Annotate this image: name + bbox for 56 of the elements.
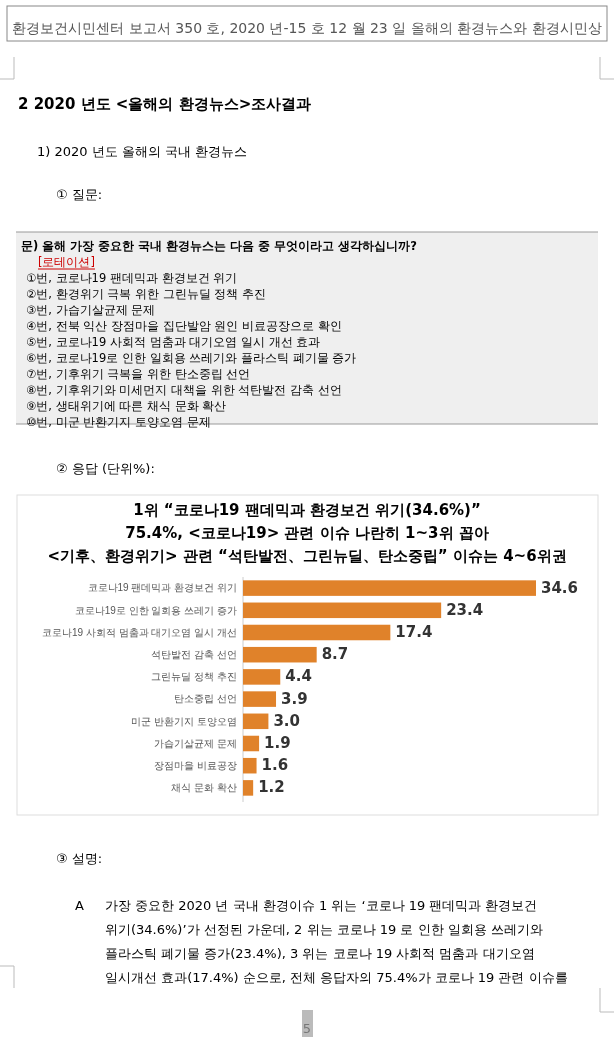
bar (243, 669, 281, 685)
text: 1) 2020 년도 올해의 국내 환경뉴스 (37, 143, 248, 159)
bar (243, 780, 254, 796)
y-tick-label: 미군 반환기지 토양오염 (131, 715, 237, 727)
text: ⑨번, 생태위기에 따른 채식 문화 확산 (26, 398, 227, 413)
text: A (75, 897, 84, 913)
text: 5 (302, 1020, 312, 1036)
bar (243, 602, 442, 619)
data-label: 1.2 (258, 778, 285, 797)
text: 일시개선 효과(17.4%) 순으로, 전체 응답자의 75.4%가 코로나 19 관련 이슈를 (105, 969, 568, 985)
data-label: 34.6 (541, 578, 579, 597)
text: 2 2020 년도 <올해의 환경뉴스>조사결과 (18, 94, 312, 113)
text: ② 응답 (단위%): (56, 460, 155, 476)
text: ⑦번, 기후위기 극복을 위한 탄소중립 선언 (26, 366, 251, 381)
bar (243, 713, 269, 730)
y-tick-label: 탄소중립 선언 (174, 693, 237, 705)
text: ⑤번, 코로나19 사회적 멈춤과 대기오염 일시 개선 효과 (26, 334, 321, 349)
bar (243, 624, 391, 641)
text: 가장 중요한 2020 년 국내 환경이슈 1 위는 ‘코로나 19 팬데믹과 환경보건 (105, 897, 538, 913)
y-tick-label: 채식 문화 확산 (171, 782, 237, 794)
y-tick-label: 그린뉴딜 정책 추진 (151, 671, 237, 683)
y-tick-label: 가습기살균제 문제 (154, 737, 237, 749)
chart-title: 1위 “코로나19 팬데믹과 환경보건 위기(34.6%)” (133, 500, 481, 519)
text: 문) 올해 가장 중요한 국내 환경뉴스는 다음 중 무엇이라고 생각하십니까? (21, 238, 417, 253)
data-label: 17.4 (395, 623, 433, 641)
bar (243, 735, 260, 752)
data-label: 23.4 (446, 600, 484, 619)
y-tick-label: 장점마을 비료공장 (154, 759, 237, 771)
data-label: 3.0 (273, 711, 300, 730)
text: ① 질문: (56, 186, 103, 202)
text: ⑧번, 기후위기와 미세먼지 대책을 위한 석탄발전 감축 선언 (26, 382, 342, 397)
text: ⑥번, 코로나19로 인한 일회용 쓰레기와 플라스틱 폐기물 증가 (26, 350, 357, 365)
bar (243, 646, 317, 663)
y-tick-label: 코로나19 팬데믹과 환경보건 위기 (87, 582, 237, 594)
data-label: 1.6 (261, 756, 289, 775)
y-tick-label: 코로나19 사회적 멈춤과 대기오염 일시 개선 (41, 626, 237, 638)
data-label: 4.4 (285, 667, 312, 686)
y-tick-label: 석탄발전 감축 선언 (151, 648, 237, 660)
text: ⑩번, 미군 반환기지 토양오염 문제 (26, 414, 211, 429)
bar (243, 580, 536, 596)
chart-subtitle: 75.4%, <코로나19> 관련 이슈 나란히 1~3위 꼽아 <기후、환경위기> 관련 “석탄발전、그린뉴딜、탄소중립” 이슈는 4~6위권 (47, 523, 567, 565)
text: ③번, 가습기살균제 문제 (26, 302, 156, 317)
data-label: 8.7 (321, 645, 349, 664)
text: ②번, 환경위기 극복 위한 그린뉴딜 정책 추진 (26, 286, 266, 301)
text: ③ 설명: (56, 850, 103, 866)
bar (243, 757, 257, 774)
text: 위기(34.6%)’가 선정된 가운데, 2 위는 코로나 19 로 인한 일회용 쓰레기와 (105, 921, 543, 937)
y-tick-label: 코로나19로 인한 일회용 쓰레기 증가 (74, 604, 237, 616)
bar (243, 691, 277, 707)
text: ①번, 코로나19 팬데믹과 환경보건 위기 (26, 270, 238, 285)
text: 환경보건시민센터 보고서 350 호, 2020 년-15 호 12 월 23 일 올해의 환경뉴스와 환경시민상 (12, 20, 602, 36)
text: ④번, 전북 익산 장점마을 집단발암 원인 비료공장으로 확인 (26, 318, 342, 333)
data-label: 3.9 (281, 689, 308, 708)
text: [로테이션] (38, 254, 95, 269)
data-label: 1.9 (264, 734, 291, 752)
text: 플라스틱 폐기물 증가(23.4%), 3 위는 코로나 19 사회적 멈춤과 대기오염 (105, 945, 535, 961)
